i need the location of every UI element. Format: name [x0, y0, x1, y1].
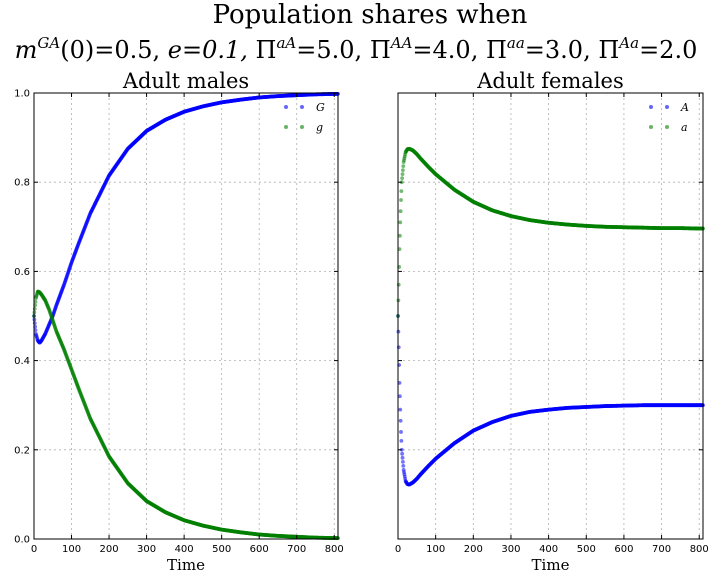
legend-marker — [300, 105, 304, 109]
legend-label: G — [316, 101, 325, 114]
data-point — [399, 430, 403, 434]
legend-marker — [649, 125, 653, 129]
legend-label: a — [681, 121, 688, 134]
axes-title: Adult males — [122, 69, 249, 93]
x-tick-label: 100 — [62, 544, 81, 555]
y-tick-label: 0.0 — [14, 535, 30, 546]
x-tick-label: 300 — [137, 544, 156, 555]
title-e: e=0.1, — [168, 36, 248, 64]
x-tick-label: 800 — [325, 544, 344, 555]
series-A — [396, 314, 705, 487]
data-point — [397, 233, 402, 238]
x-axis-label: Time — [532, 556, 570, 574]
data-point — [33, 299, 38, 304]
legend-marker — [649, 105, 653, 109]
title-pi-AA: Π — [370, 36, 391, 64]
data-point — [399, 198, 403, 202]
x-axis-label: Time — [167, 556, 205, 574]
data-point — [399, 189, 404, 194]
x-tick-label: 800 — [690, 544, 709, 555]
x-tick-label: 700 — [287, 544, 306, 555]
data-point — [32, 306, 37, 311]
data-point — [400, 451, 405, 456]
data-point — [398, 407, 403, 412]
data-point — [399, 438, 404, 443]
data-point — [397, 394, 402, 399]
x-tick-label: 400 — [175, 544, 194, 555]
x-tick-label: 0 — [31, 544, 37, 555]
legend-marker — [665, 105, 669, 109]
data-point — [401, 463, 406, 468]
data-point — [33, 328, 38, 333]
data-point — [400, 172, 405, 177]
legend-marker — [665, 125, 669, 129]
axes-title: Adult females — [476, 69, 624, 93]
x-tick-label: 200 — [100, 544, 119, 555]
adult-males-axes: Adult males 0 100 200 300 400 500 600 700 800 0.0 0… — [14, 69, 344, 574]
title-AA-val: =4.0, — [412, 36, 478, 64]
x-tick-label: 300 — [501, 544, 520, 555]
x-tick-label: 500 — [212, 544, 231, 555]
data-point — [32, 321, 37, 326]
legend-marker — [300, 125, 304, 129]
x-tick-label: 0 — [395, 544, 401, 555]
data-point — [398, 418, 403, 423]
series-a — [396, 146, 705, 318]
data-point — [397, 247, 402, 252]
axes-frame — [397, 92, 704, 540]
data-point — [396, 282, 401, 287]
axes-frame — [33, 92, 339, 540]
title-aA-val: =5.0, — [296, 36, 362, 64]
grid — [397, 92, 703, 540]
series-G — [32, 91, 340, 345]
title-aa-sup: aa — [507, 34, 525, 52]
data-point — [397, 381, 402, 385]
x-tick-label: 600 — [614, 544, 633, 555]
title-aa-val: =3.0, — [525, 36, 591, 64]
grid — [33, 92, 338, 540]
title-AA-sup: AA — [389, 34, 413, 52]
title-m-sup: GA — [37, 34, 60, 52]
y-tick-label: 0.2 — [14, 445, 30, 456]
x-tick-label: 400 — [539, 544, 558, 555]
x-tick-label: 700 — [652, 544, 671, 555]
title-Aa-sup: Aa — [617, 34, 639, 52]
y-tick-label: 1.0 — [14, 89, 30, 100]
title-aA-sup: aA — [276, 34, 296, 52]
y-tick-label: 0.8 — [14, 178, 30, 189]
data-point — [396, 345, 401, 350]
title-pi-Aa: Π — [598, 36, 619, 64]
data-point — [400, 459, 405, 464]
series-g — [32, 289, 340, 541]
y-tick-label: 0.4 — [14, 356, 30, 367]
legend-marker — [284, 105, 288, 109]
x-tick-label: 200 — [464, 544, 483, 555]
title-m-rest: (0)=0.5, — [60, 36, 160, 64]
x-tick-label: 600 — [250, 544, 269, 555]
legend: Gg — [284, 101, 325, 134]
title-Aa-val: =2.0 — [639, 36, 697, 64]
data-point — [398, 220, 403, 225]
data-point — [400, 176, 405, 181]
title-m-base: m — [15, 36, 38, 64]
figure-title-line1: Population shares when — [213, 0, 528, 30]
y-tick-label: 0.6 — [14, 267, 30, 278]
legend-label: g — [316, 121, 323, 134]
legend-label: A — [680, 101, 689, 114]
x-tick-label: 100 — [426, 544, 445, 555]
data-point — [400, 455, 405, 460]
title-pi-aA: Π — [256, 36, 277, 64]
x-tick-label: 500 — [577, 544, 596, 555]
data-point — [398, 209, 403, 214]
title-pi-aa: Π — [486, 36, 507, 64]
data-point — [400, 168, 405, 173]
data-point — [401, 164, 406, 169]
legend: Aa — [649, 101, 689, 134]
legend-marker — [284, 125, 288, 129]
adult-females-axes: Adult females 0 100 200 300 400 500 600 700 800 Ti… — [395, 69, 709, 574]
figure-title-line2: mGA(0)=0.5, e=0.1, ΠaA=5.0, ΠAA=4.0, Πaa… — [15, 34, 698, 64]
